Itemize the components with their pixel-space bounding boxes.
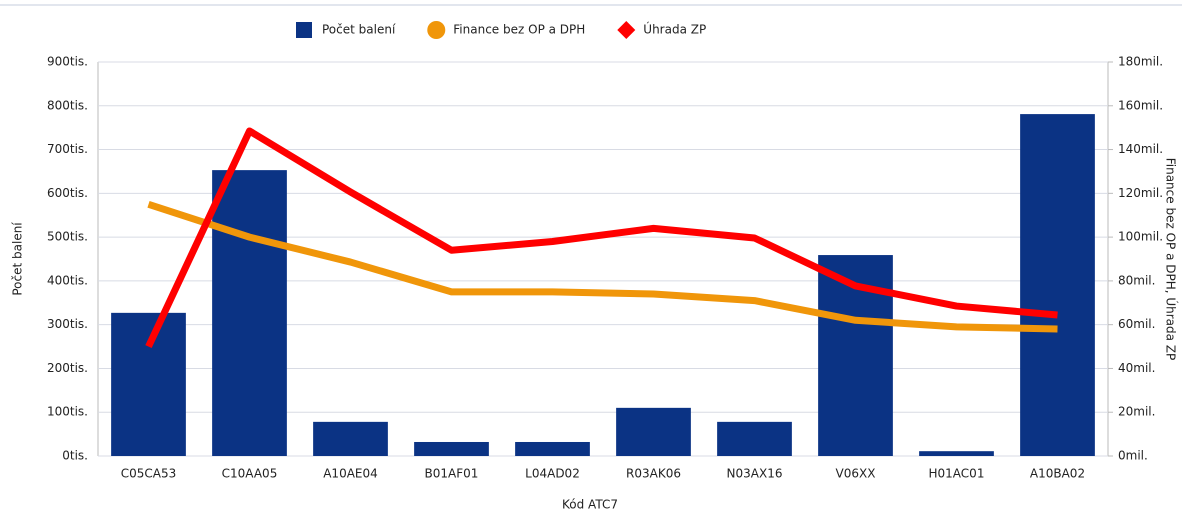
- y-tick-label: 100tis.: [47, 405, 88, 419]
- bar: [919, 451, 994, 456]
- y2-tick-label: 140mil.: [1118, 142, 1163, 156]
- x-tick-label: B01AF01: [425, 467, 479, 481]
- bar: [313, 421, 388, 456]
- x-tick-label: C10AA05: [222, 467, 278, 481]
- bar: [515, 441, 590, 456]
- legend-label: Počet balení: [322, 23, 396, 37]
- line: [147, 200, 1058, 333]
- legend-label: Úhrada ZP: [643, 22, 706, 37]
- y-tick-label: 900tis.: [47, 55, 88, 69]
- y-tick-label: 500tis.: [47, 230, 88, 244]
- y-tick-label: 0tis.: [62, 449, 88, 463]
- x-tick-label: N03AX16: [727, 467, 783, 481]
- legend-swatch: [427, 21, 446, 39]
- y2-tick-label: 160mil.: [1118, 98, 1163, 112]
- bar: [212, 170, 287, 456]
- x-tick-label: H01AC01: [929, 467, 985, 481]
- y-axis-title: Počet balení: [11, 222, 25, 296]
- y2-tick-label: 180mil.: [1118, 55, 1163, 69]
- bar: [717, 421, 792, 456]
- x-tick-label: V06XX: [836, 467, 876, 481]
- y-tick-label: 300tis.: [47, 317, 88, 331]
- y2-tick-label: 120mil.: [1118, 186, 1163, 200]
- x-tick-label: A10AE04: [323, 467, 378, 481]
- legend-label: Finance bez OP a DPH: [453, 23, 585, 37]
- bar: [111, 312, 186, 456]
- bar: [1020, 114, 1095, 457]
- x-tick-label: R03AK06: [626, 467, 681, 481]
- y-tick-label: 400tis.: [47, 273, 88, 287]
- y2-axis-title: Finance bez OP a DPH, Úhrada ZP: [1164, 158, 1179, 361]
- y2-tick-label: 0mil.: [1118, 449, 1148, 463]
- y2-tick-label: 60mil.: [1118, 317, 1155, 331]
- legend-swatch: [617, 21, 636, 39]
- legend-swatch: [296, 22, 312, 38]
- y-tick-label: 200tis.: [47, 361, 88, 375]
- y-tick-label: 600tis.: [47, 186, 88, 200]
- x-tick-label: A10BA02: [1030, 467, 1085, 481]
- x-tick-label: C05CA53: [121, 467, 177, 481]
- y2-tick-label: 80mil.: [1118, 273, 1155, 287]
- y-tick-label: 700tis.: [47, 142, 88, 156]
- x-tick-label: L04AD02: [525, 467, 580, 481]
- y2-tick-label: 40mil.: [1118, 361, 1155, 375]
- y2-tick-label: 100mil.: [1118, 230, 1163, 244]
- line: [145, 127, 1058, 349]
- y2-tick-label: 20mil.: [1118, 405, 1155, 419]
- x-axis-title: Kód ATC7: [562, 498, 618, 512]
- bar: [616, 407, 691, 456]
- y-tick-label: 800tis.: [47, 98, 88, 112]
- bar: [414, 441, 489, 456]
